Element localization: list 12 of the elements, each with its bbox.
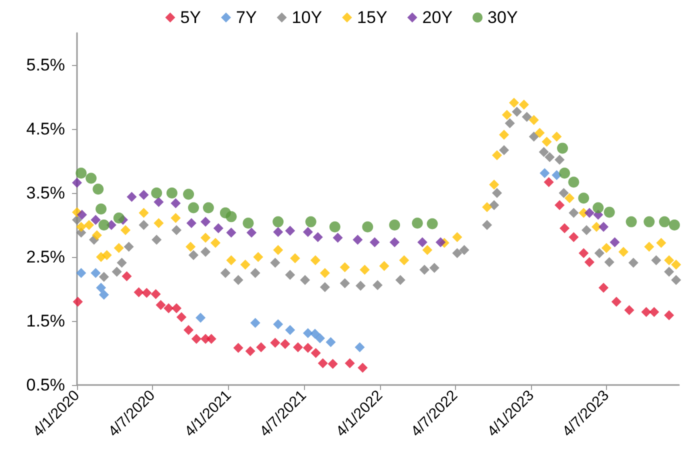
legend-label: 10Y bbox=[292, 8, 322, 27]
legend-label: 15Y bbox=[357, 8, 388, 27]
legend-label: 30Y bbox=[488, 8, 518, 27]
y-tick-label: 5.5% bbox=[26, 56, 65, 74]
legend-label: 5Y bbox=[180, 8, 202, 27]
y-tick-label: 1.5% bbox=[26, 312, 65, 330]
legend-label: 20Y bbox=[422, 8, 453, 27]
y-tick-label: 0.5% bbox=[26, 376, 65, 394]
y-tick-label: 4.5% bbox=[26, 120, 65, 138]
y-tick-label: 2.5% bbox=[26, 248, 65, 266]
legend-label: 7Y bbox=[236, 8, 257, 27]
y-tick-label: 3.5% bbox=[26, 184, 65, 202]
